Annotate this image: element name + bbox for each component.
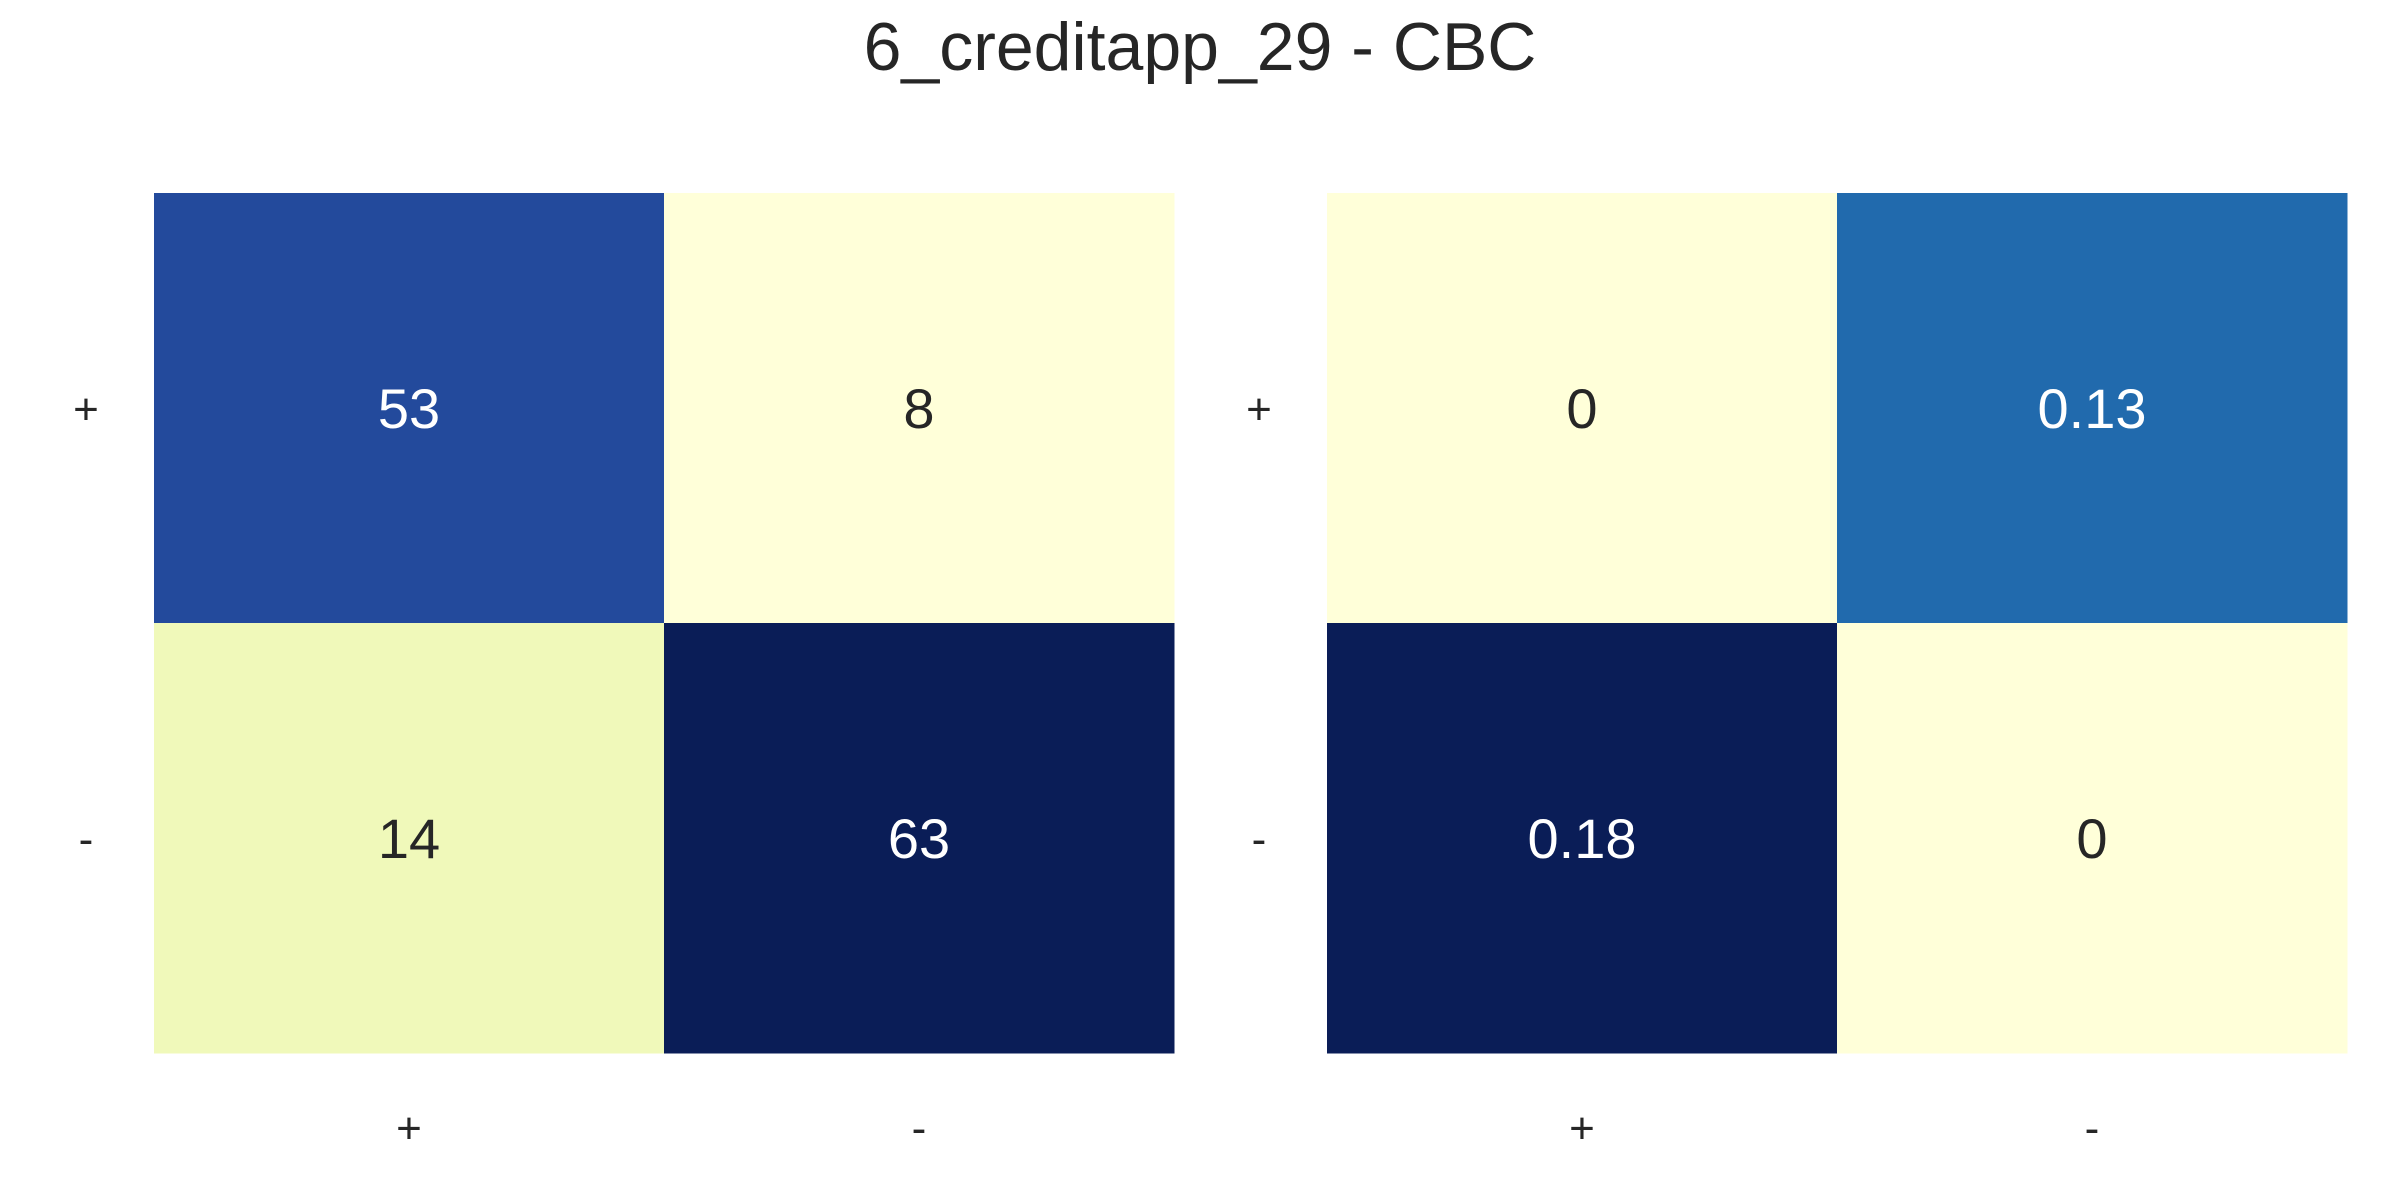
- col-tick-label: +: [396, 1104, 422, 1153]
- heatmap-panel-1: 53 8 14 63 + - + -: [73, 193, 1175, 1153]
- cell-value-label: 0: [2076, 807, 2107, 870]
- col-tick-label: +: [1569, 1104, 1595, 1153]
- heatmap-panel-2: 0 0.13 0.18 0 + - + -: [1246, 193, 2348, 1153]
- cell-value-label: 0.13: [2038, 377, 2147, 440]
- row-tick-label: +: [1246, 385, 1272, 434]
- heatmaps: 53 8 14 63 + - + - 0 0.13 0.18 0 + - + -: [73, 193, 2348, 1153]
- heatmap-cell: [664, 193, 1175, 624]
- heatmap-cell: [1327, 623, 1838, 1054]
- row-tick-label: -: [1252, 815, 1267, 864]
- cell-value-label: 0: [1566, 377, 1597, 440]
- cell-value-label: 63: [888, 807, 950, 870]
- heatmap-cell: [1837, 623, 2348, 1054]
- col-tick-label: -: [2085, 1104, 2100, 1153]
- cell-value-label: 14: [378, 807, 440, 870]
- heatmap-cell: [1837, 193, 2348, 624]
- cell-value-label: 8: [903, 377, 934, 440]
- heatmap-cell: [154, 193, 665, 624]
- row-tick-label: +: [73, 385, 99, 434]
- row-tick-label: -: [79, 815, 94, 864]
- heatmap-cell: [1327, 193, 1838, 624]
- figure-title: 6_creditapp_29 - CBC: [864, 9, 1537, 85]
- cell-value-label: 53: [378, 377, 440, 440]
- cell-value-label: 0.18: [1528, 807, 1637, 870]
- heatmap-cell: [154, 623, 665, 1054]
- heatmap-cell: [664, 623, 1175, 1054]
- col-tick-label: -: [912, 1104, 927, 1153]
